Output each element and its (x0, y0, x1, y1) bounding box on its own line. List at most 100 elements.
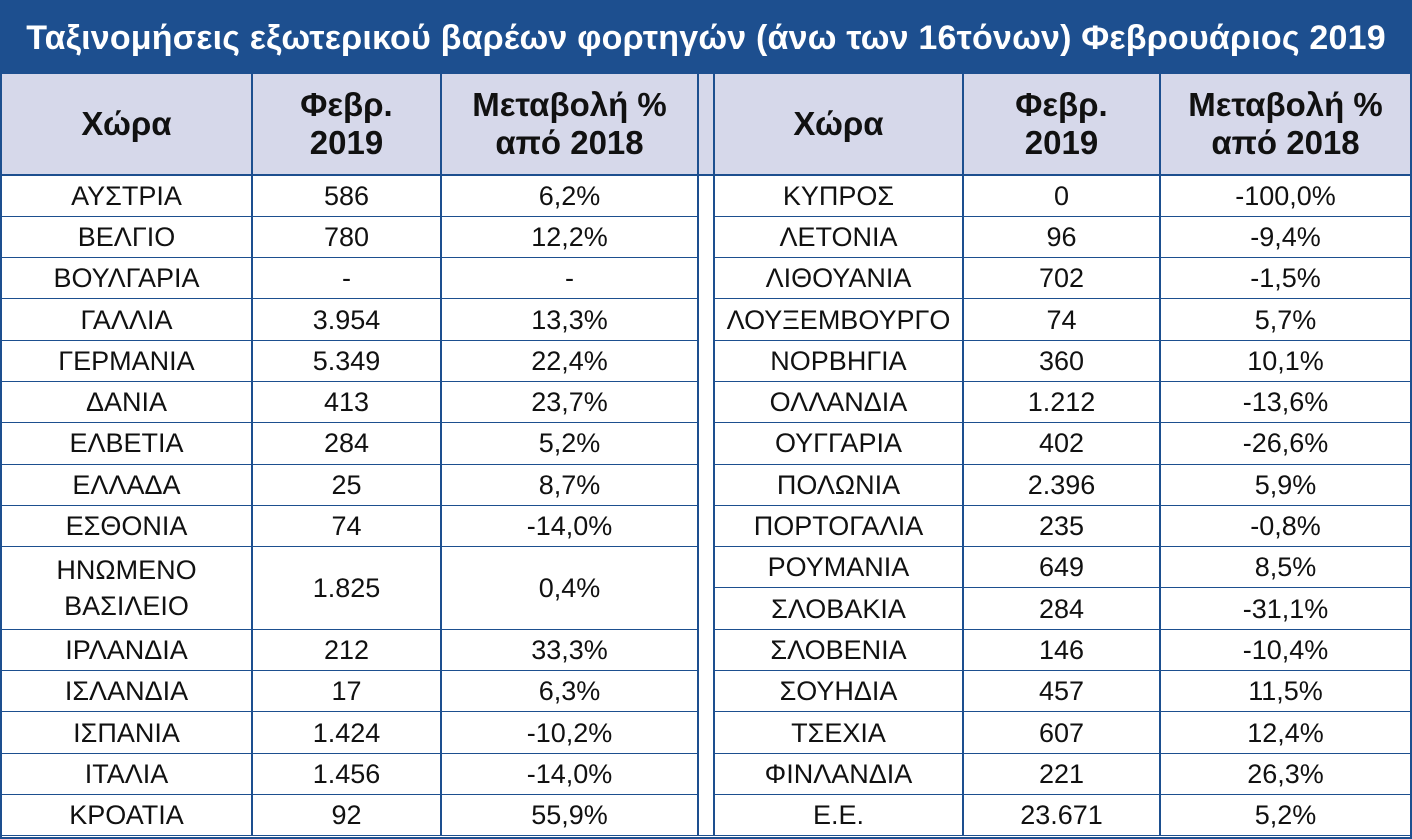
change-cell: 55,9% (441, 794, 699, 837)
feb-value-cell: 2.396 (963, 464, 1161, 506)
country-cell: Ε.Ε. (714, 794, 964, 837)
header-country-right: Χώρα (714, 74, 964, 176)
feb-value-cell: 5.349 (252, 340, 442, 382)
country-cell: ΛΟΥΞΕΜΒΟΥΡΓΟ (714, 298, 964, 341)
country-cell: ΝΟΡΒΗΓΙΑ (714, 340, 964, 382)
column-gap (698, 74, 715, 176)
change-cell: 12,4% (1160, 711, 1410, 754)
feb-value-cell: 17 (252, 670, 442, 713)
change-cell: 33,3% (441, 629, 699, 672)
change-cell: 5,2% (441, 422, 699, 465)
feb-value-cell: 212 (252, 629, 442, 672)
change-cell: 8,7% (441, 464, 699, 506)
country-cell: ΚΡΟΑΤΙΑ (2, 794, 253, 837)
feb-value-cell: 146 (963, 629, 1161, 672)
table-row: ΔΑΝΙΑ 413 23,7% ΟΛΛΑΝΔΙΑ 1.212 -13,6% (2, 381, 1410, 424)
change-cell: -9,4% (1160, 216, 1410, 259)
change-cell: -14,0% (441, 505, 699, 548)
country-cell: ΡΟΥΜΑΝΙΑ (714, 546, 964, 589)
feb-value-cell: 780 (252, 216, 442, 259)
column-gap (698, 175, 715, 837)
country-cell: ΙΡΛΑΝΔΙΑ (2, 629, 253, 672)
country-cell: ΙΣΛΑΝΔΙΑ (2, 670, 253, 713)
country-cell: ΚΥΠΡΟΣ (714, 175, 964, 217)
header-row: Χώρα Φεβρ. 2019 Μεταβολή % από 2018 Χώρα Φ… (2, 74, 1410, 176)
table-row: ΓΑΛΛΙΑ 3.954 13,3% ΛΟΥΞΕΜΒΟΥΡΓΟ 74 5,7% (2, 298, 1410, 341)
header-feb-right: Φεβρ. 2019 (963, 74, 1161, 176)
country-cell: ΦΙΝΛΑΝΔΙΑ (714, 753, 964, 795)
country-cell: ΓΕΡΜΑΝΙΑ (2, 340, 253, 382)
change-cell: 8,5% (1160, 546, 1410, 589)
change-cell: -0,8% (1160, 505, 1410, 548)
country-cell: ΤΣΕΧΙΑ (714, 711, 964, 754)
change-cell: 0,4% (441, 546, 699, 630)
country-cell: ΣΟΥΗΔΙΑ (714, 670, 964, 713)
country-cell: ΛΕΤΟΝΙΑ (714, 216, 964, 259)
header-country-left: Χώρα (2, 74, 253, 176)
country-cell: ΠΟΡΤΟΓΑΛΙΑ (714, 505, 964, 548)
feb-value-cell: 0 (963, 175, 1161, 217)
change-cell: - (441, 257, 699, 300)
table-row: ΒΕΛΓΙΟ 780 12,2% ΛΕΤΟΝΙΑ 96 -9,4% (2, 216, 1410, 259)
header-change-left: Μεταβολή % από 2018 (441, 74, 699, 176)
feb-value-cell: 1.212 (963, 381, 1161, 424)
country-cell: ΙΤΑΛΙΑ (2, 753, 253, 795)
table-row: ΙΤΑΛΙΑ 1.456 -14,0% ΦΙΝΛΑΝΔΙΑ 221 26,3% (2, 753, 1410, 795)
feb-value-cell: 1.825 (252, 546, 442, 630)
table-row: ΙΣΠΑΝΙΑ 1.424 -10,2% ΤΣΕΧΙΑ 607 12,4% (2, 711, 1410, 754)
feb-value-cell: 92 (252, 794, 442, 837)
page-title: Ταξινομήσεις εξωτερικού βαρέων φορτηγών … (2, 2, 1410, 74)
feb-value-cell: 284 (252, 422, 442, 465)
country-cell: ΛΙΘΟΥΑΝΙΑ (714, 257, 964, 300)
country-cell: ΟΛΛΑΝΔΙΑ (714, 381, 964, 424)
change-cell: 5,7% (1160, 298, 1410, 341)
change-cell: -10,4% (1160, 629, 1410, 672)
country-cell: ΣΛΟΒΕΝΙΑ (714, 629, 964, 672)
table-row: ΗΝΩΜΕΝΟ ΒΑΣΙΛΕΙΟ 1.825 0,4% ΡΟΥΜΑΝΙΑ 649 … (2, 546, 1410, 630)
feb-value-cell: 457 (963, 670, 1161, 713)
country-cell: ΠΟΛΩΝΙΑ (714, 464, 964, 506)
country-cell: ΕΛΒΕΤΙΑ (2, 422, 253, 465)
table-row: ΕΛΛΑΔΑ 25 8,7% ΠΟΛΩΝΙΑ 2.396 5,9% (2, 464, 1410, 506)
feb-value-cell: 649 (963, 546, 1161, 589)
header-change-right: Μεταβολή % από 2018 (1160, 74, 1410, 176)
change-cell: 5,9% (1160, 464, 1410, 506)
feb-value-cell: 360 (963, 340, 1161, 382)
change-cell: -31,1% (1160, 587, 1410, 630)
feb-value-cell: 586 (252, 175, 442, 217)
table-row: ΑΥΣΤΡΙΑ 586 6,2% ΚΥΠΡΟΣ 0 -100,0% (2, 175, 1410, 837)
table-row: ΓΕΡΜΑΝΙΑ 5.349 22,4% ΝΟΡΒΗΓΙΑ 360 10,1% (2, 340, 1410, 382)
change-cell: -14,0% (441, 753, 699, 795)
feb-value-cell: 96 (963, 216, 1161, 259)
change-cell: 6,2% (441, 175, 699, 217)
change-cell: -26,6% (1160, 422, 1410, 465)
country-cell: ΒΕΛΓΙΟ (2, 216, 253, 259)
change-cell: 10,1% (1160, 340, 1410, 382)
feb-value-cell: 413 (252, 381, 442, 424)
registrations-table: Χώρα Φεβρ. 2019 Μεταβολή % από 2018 Χώρα Φ… (2, 74, 1410, 837)
table-row: ΚΡΟΑΤΙΑ 92 55,9% Ε.Ε. 23.671 5,2% (2, 794, 1410, 837)
feb-value-cell: 284 (963, 587, 1161, 630)
country-cell: ΣΛΟΒΑΚΙΑ (714, 587, 964, 630)
change-cell: 5,2% (1160, 794, 1410, 837)
change-cell: 12,2% (441, 216, 699, 259)
feb-value-cell: 402 (963, 422, 1161, 465)
country-cell: ΕΣΘΟΝΙΑ (2, 505, 253, 548)
change-cell: -1,5% (1160, 257, 1410, 300)
table-row: ΒΟΥΛΓΑΡΙΑ - - ΛΙΘΟΥΑΝΙΑ 702 -1,5% (2, 257, 1410, 300)
change-cell: 26,3% (1160, 753, 1410, 795)
change-cell: 11,5% (1160, 670, 1410, 713)
feb-value-cell: 23.671 (963, 794, 1161, 837)
feb-value-cell: 607 (963, 711, 1161, 754)
feb-value-cell: 1.456 (252, 753, 442, 795)
country-cell: ΟΥΓΓΑΡΙΑ (714, 422, 964, 465)
country-cell: ΒΟΥΛΓΑΡΙΑ (2, 257, 253, 300)
feb-value-cell: 3.954 (252, 298, 442, 341)
feb-value-cell: 74 (252, 505, 442, 548)
table-row: ΙΡΛΑΝΔΙΑ 212 33,3% ΣΛΟΒΕΝΙΑ 146 -10,4% (2, 629, 1410, 672)
change-cell: 22,4% (441, 340, 699, 382)
change-cell: -10,2% (441, 711, 699, 754)
change-cell: -13,6% (1160, 381, 1410, 424)
country-cell: ΑΥΣΤΡΙΑ (2, 175, 253, 217)
